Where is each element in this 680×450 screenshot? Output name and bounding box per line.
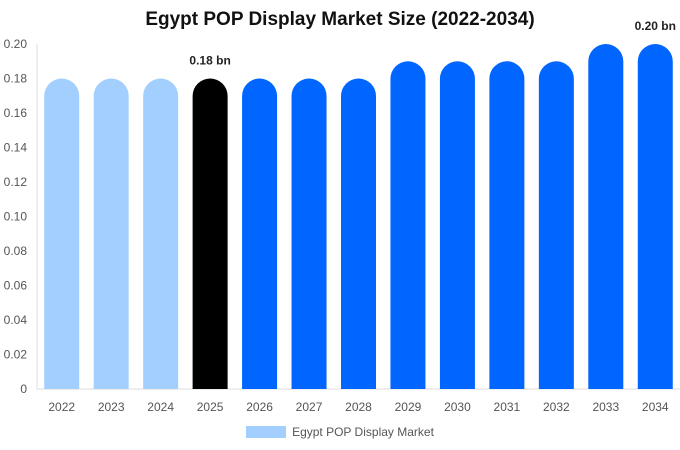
bar-2030 [439,61,475,389]
bar-2026 [242,78,278,389]
y-tick-label: 0.14 [4,141,28,155]
x-tick-label: 2025 [197,400,224,414]
bar-2029 [390,61,426,389]
y-tick-label: 0 [20,382,27,396]
data-label: 0.18 bn [189,54,230,68]
y-tick-label: 0.18 [4,72,28,86]
bar-chart: 0 0.02 0.04 0.06 0.08 0.10 0.12 0.14 0.16 0.18 0.2… [4,19,680,414]
bar-2023 [93,78,129,389]
bar-2024 [143,78,179,389]
legend-label: Egypt POP Display Market [292,425,434,439]
x-tick-label: 2029 [395,400,422,414]
y-tick-label: 0.16 [4,106,28,120]
bar-2027 [291,78,327,389]
legend-swatch [246,426,287,438]
x-tick-label: 2028 [345,400,372,414]
y-tick-label: 0.12 [4,175,28,189]
bar-2025 [192,78,228,389]
x-tick-label: 2034 [642,400,669,414]
x-tick-label: 2023 [98,400,125,414]
x-tick-label: 2022 [48,400,75,414]
x-tick-label: 2033 [592,400,619,414]
bar-2022 [44,78,80,389]
legend: Egypt POP Display Market [0,425,680,439]
y-tick-label: 0.10 [4,210,28,224]
x-tick-label: 2024 [147,400,174,414]
y-tick-label: 0.04 [4,313,28,327]
bar-2031 [489,61,525,389]
y-tick-label: 0.02 [4,348,28,362]
data-label: 0.20 bn [635,19,676,33]
chart-title: Egypt POP Display Market Size (2022-2034… [145,9,535,30]
bar-2034 [637,44,673,389]
y-tick-label: 0.20 [4,37,28,51]
x-tick-label: 2031 [494,400,521,414]
y-tick-label: 0.06 [4,279,28,293]
x-tick-label: 2032 [543,400,570,414]
bar-2033 [588,44,624,389]
bar-2028 [341,78,376,389]
bar-2032 [538,61,574,389]
x-tick-label: 2030 [444,400,471,414]
x-tick-label: 2026 [246,400,273,414]
x-tick-label: 2027 [296,400,323,414]
y-tick-label: 0.08 [4,244,28,258]
